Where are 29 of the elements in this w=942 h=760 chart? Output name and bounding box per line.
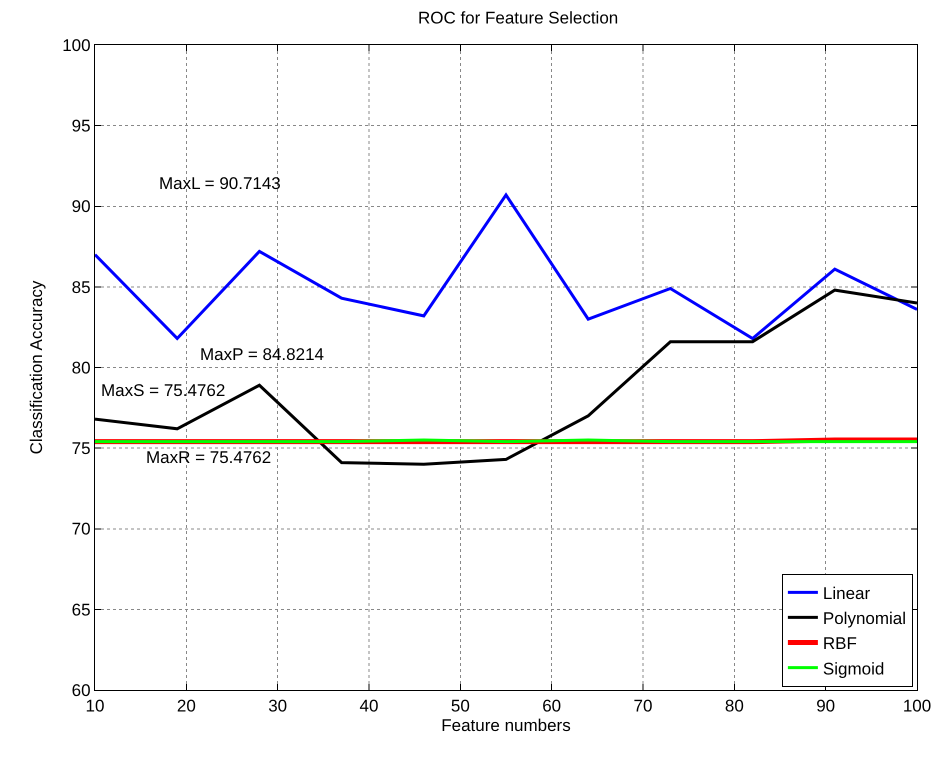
x-tick-label: 20 — [176, 696, 196, 716]
y-axis-title: Classification Accuracy — [26, 280, 46, 454]
annotation: MaxS = 75.4762 — [101, 381, 226, 400]
legend-label: Sigmoid — [822, 659, 884, 678]
x-tick-label: 60 — [542, 696, 562, 716]
y-tick-label: 85 — [72, 278, 91, 297]
x-tick-label: 50 — [450, 696, 470, 716]
annotation: MaxP = 84.8214 — [200, 345, 324, 364]
y-tick-label: 95 — [72, 116, 91, 136]
y-tick-label: 90 — [72, 197, 91, 216]
legend-label: Polynomial — [822, 609, 906, 628]
x-axis-title: Feature numbers — [441, 716, 571, 735]
x-tick-label: 40 — [360, 696, 378, 716]
y-tick-label: 80 — [72, 358, 91, 378]
legend-label: Linear — [822, 584, 870, 603]
y-tick-label: 70 — [72, 520, 91, 539]
y-tick-label: 100 — [62, 36, 91, 55]
y-tick-label: 75 — [72, 439, 91, 458]
x-tick-label: 80 — [724, 696, 744, 716]
x-tick-label: 90 — [816, 696, 836, 716]
chart-title: ROC for Feature Selection — [418, 8, 618, 28]
y-tick-label: 65 — [72, 600, 91, 620]
legend-label: RBF — [822, 634, 857, 654]
x-tick-label: 100 — [902, 696, 932, 716]
x-tick-label: 70 — [634, 696, 652, 716]
x-tick-label: 30 — [268, 696, 288, 716]
annotation: MaxL = 90.7143 — [159, 174, 281, 193]
annotation: MaxR = 75.4762 — [146, 448, 272, 467]
line-series — [95, 193, 917, 340]
